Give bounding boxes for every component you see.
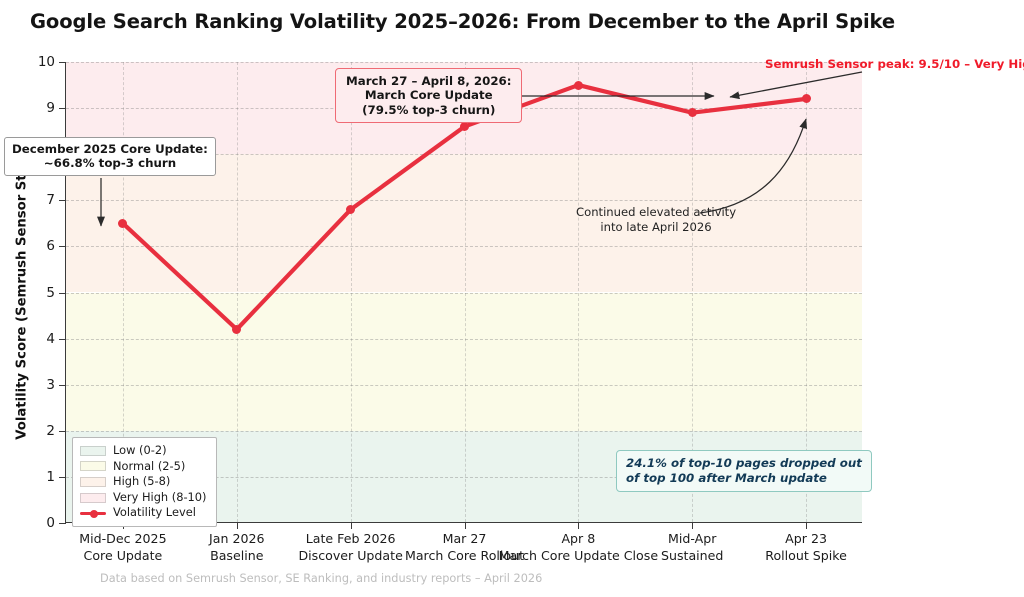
y-tick-mark-0	[59, 523, 66, 524]
x-tick-label-4: Apr 8 March Core Update Close	[499, 531, 658, 564]
x-tick-label-3: Mar 27 March Core Rollout	[405, 531, 524, 564]
x-tick-label-line2: Discover Update	[298, 547, 403, 563]
x-tick-mark-3	[464, 523, 466, 529]
legend-swatch-icon	[80, 461, 106, 472]
y-tick-mark-5	[59, 292, 66, 294]
y-tick-mark-6	[59, 246, 66, 248]
legend-swatch-icon	[80, 445, 106, 456]
y-tick-label-4: 4	[46, 330, 55, 347]
legend-item-2[interactable]: High (5-8)	[80, 474, 207, 490]
footer-source-note: Data based on Semrush Sensor, SE Ranking…	[100, 572, 543, 585]
x-tick-label-6: Apr 23 Rollout Spike	[765, 531, 847, 564]
gridline-x-2	[350, 62, 352, 522]
legend-item-label: Volatility Level	[113, 505, 196, 520]
x-tick-label-5: Mid-Apr Sustained	[661, 531, 723, 564]
legend-item-label: Very High (8-10)	[113, 489, 207, 504]
annotation-semrush-peak: Semrush Sensor peak: 9.5/10 – Very High	[765, 57, 1024, 71]
annotation-december-core-update: December 2025 Core Update: ~66.8% top-3 …	[4, 137, 216, 176]
x-tick-label-line1: Mar 27	[442, 531, 487, 546]
x-tick-label-line1: Apr 8	[561, 531, 596, 546]
y-tick-mark-9	[59, 108, 66, 110]
y-tick-label-7: 7	[46, 192, 55, 209]
y-tick-label-10: 10	[37, 54, 55, 70]
y-tick-mark-10	[59, 62, 66, 63]
legend-swatch-icon	[80, 476, 106, 487]
data-point-2[interactable]	[346, 205, 356, 215]
gridline-y-5	[66, 292, 862, 294]
y-tick-mark-3	[59, 384, 66, 386]
legend-item-1[interactable]: Normal (2-5)	[80, 459, 207, 475]
gridline-y-10	[66, 62, 862, 63]
legend-item-label: High (5-8)	[113, 474, 171, 489]
x-tick-label-line1: Mid-Apr	[667, 531, 717, 546]
x-tick-label-0: Mid-Dec 2025 Core Update	[79, 531, 166, 564]
x-tick-label-1: Jan 2026 Baseline	[209, 531, 264, 564]
legend-item-label: Normal (2-5)	[113, 458, 186, 473]
gridline-y-4	[66, 338, 862, 340]
x-tick-mark-5	[692, 523, 694, 529]
gridline-x-5	[692, 62, 694, 522]
x-tick-label-line1: Late Feb 2026	[305, 531, 396, 546]
x-tick-label-line1: Apr 23	[785, 531, 827, 546]
gridline-y-6	[66, 246, 862, 248]
y-tick-label-5: 5	[46, 284, 55, 301]
gridline-x-0	[122, 62, 124, 522]
x-tick-mark-4	[578, 523, 580, 529]
legend-item-0[interactable]: Low (0-2)	[80, 443, 207, 459]
y-tick-label-0: 0	[46, 515, 55, 531]
x-tick-label-line2: March Core Rollout	[404, 547, 525, 563]
y-tick-mark-7	[59, 200, 66, 202]
page-title: Google Search Ranking Volatility 2025–20…	[30, 10, 896, 33]
x-tick-label-line2: Core Update	[83, 547, 163, 563]
x-tick-mark-6	[806, 523, 808, 529]
gridline-y-1	[66, 476, 862, 478]
y-tick-label-3: 3	[46, 376, 55, 393]
annotation-dropout-stat: 24.1% of top-10 pages dropped out of top…	[616, 450, 872, 492]
x-tick-label-line1: Jan 2026	[209, 531, 265, 546]
gridline-y-2	[66, 430, 862, 432]
x-tick-label-line1: Mid-Dec 2025	[79, 531, 167, 546]
gridline-x-1	[236, 62, 238, 522]
legend[interactable]: Low (0-2) Normal (2-5) High (5-8) Very High…	[72, 437, 217, 527]
legend-item-4[interactable]: Volatility Level	[80, 505, 207, 521]
gridline-x-3	[464, 62, 466, 522]
x-tick-mark-2	[350, 523, 352, 529]
data-point-3[interactable]	[460, 122, 469, 132]
data-point-0[interactable]	[118, 218, 128, 228]
data-point-5[interactable]	[687, 108, 697, 118]
legend-item-3[interactable]: Very High (8-10)	[80, 490, 207, 506]
legend-line-marker-icon	[80, 508, 106, 518]
legend-item-label: Low (0-2)	[113, 443, 167, 457]
x-tick-label-2: Late Feb 2026 Discover Update	[298, 531, 402, 564]
y-tick-label-2: 2	[46, 422, 55, 439]
x-tick-label-line2: March Core Update Close	[498, 547, 659, 563]
y-tick-label-6: 6	[46, 238, 55, 255]
x-tick-mark-1	[236, 523, 238, 529]
y-tick-label-1: 1	[46, 468, 55, 485]
gridline-x-4	[578, 62, 580, 522]
y-tick-label-9: 9	[46, 100, 55, 117]
legend-swatch-icon	[80, 492, 106, 503]
gridline-y-8	[66, 154, 862, 156]
gridline-y-7	[66, 200, 862, 202]
data-point-1[interactable]	[232, 324, 242, 334]
y-tick-mark-1	[59, 476, 66, 478]
gridline-y-3	[66, 384, 862, 386]
band-1	[66, 292, 862, 431]
data-point-6[interactable]	[801, 94, 811, 104]
annotation-continued-activity: Continued elevated activity into late Ap…	[576, 205, 737, 234]
y-tick-mark-4	[59, 338, 66, 340]
annotation-march-core-update: March 27 – April 8, 2026: March Core Upd…	[335, 68, 523, 124]
x-tick-label-line2: Sustained	[660, 547, 724, 563]
y-tick-mark-2	[59, 430, 66, 432]
x-tick-label-line2: Baseline	[210, 547, 264, 563]
data-point-4[interactable]	[573, 80, 583, 90]
gridline-x-6	[806, 62, 808, 522]
x-tick-label-line2: Rollout Spike	[765, 547, 847, 563]
